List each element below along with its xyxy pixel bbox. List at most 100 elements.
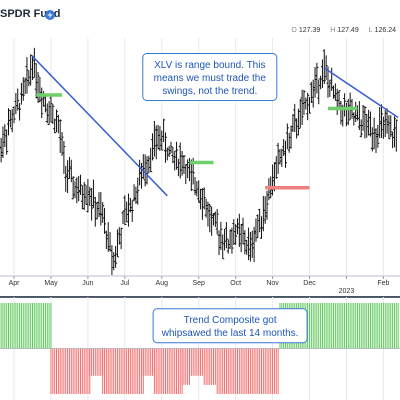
ohlc-bar-77 <box>139 162 143 189</box>
ohlc-bar-70 <box>127 193 131 227</box>
ohlc-bar-38 <box>67 156 71 179</box>
ohlc-bar-206 <box>378 106 382 139</box>
price-annotation-line-1: means we must trade the <box>154 73 267 84</box>
ohlc-bar-130 <box>237 213 241 248</box>
ohlc-bar-98 <box>178 142 182 179</box>
ohlc-bar-193 <box>354 101 358 123</box>
ohlc-bar-210 <box>385 108 389 134</box>
info-icon[interactable]: + <box>45 10 55 20</box>
ohlc-bar-180 <box>330 67 334 92</box>
ohlc-bar-49 <box>88 186 92 206</box>
indicator-annotation: Trend Composite got whipsawed the last 14… <box>152 308 308 344</box>
ohlc-bar-124 <box>226 239 230 254</box>
ohlc-bar-14 <box>23 77 27 95</box>
ohlc-bar-166 <box>304 97 308 110</box>
ohlc-bar-169 <box>309 81 313 104</box>
ohlc-bar-113 <box>206 201 210 227</box>
ohlc-bar-41 <box>73 181 77 199</box>
x-tick-label-3: Jul <box>120 280 129 287</box>
ohlc-bar-53 <box>95 201 99 220</box>
ohlc-bar-121 <box>221 234 225 260</box>
ohlc-bar-52 <box>93 196 97 227</box>
ohlc-bar-203 <box>372 117 376 150</box>
ohlc-bar-119 <box>217 230 221 256</box>
ohlc-bar-199 <box>365 114 369 138</box>
ohlc-bar-189 <box>346 98 350 126</box>
ohlc-bar-196 <box>359 119 363 138</box>
ohlc-bar-198 <box>363 106 367 139</box>
ohlc-bar-151 <box>276 142 280 174</box>
ohlc-bar-205 <box>376 124 380 148</box>
ohlc-bar-172 <box>315 62 319 94</box>
indicator-annotation-line-1: whipsawed the last 14 months. <box>161 328 299 339</box>
ohlc-bar-81 <box>147 155 151 174</box>
ohlc-bar-183 <box>335 88 339 116</box>
ohlc-bar-94 <box>171 147 175 164</box>
low-label: L <box>368 27 373 34</box>
ohlc-bar-111 <box>202 187 206 210</box>
ohlc-bar-91 <box>165 147 169 161</box>
ohlc-bar-46 <box>82 181 86 211</box>
indicator-annotation-line-0: Trend Composite got <box>184 315 277 326</box>
ohlc-bar-164 <box>300 89 304 125</box>
ohlc-bar-88 <box>160 130 164 151</box>
ohlc-bar-2 <box>1 126 5 158</box>
ohlc-bar-58 <box>104 230 108 250</box>
ohlc-bar-20 <box>34 63 38 99</box>
ohlc-bar-73 <box>132 184 136 202</box>
ohlc-bar-175 <box>320 59 324 88</box>
ohlc-bar-214 <box>392 116 396 148</box>
ohlc-bar-187 <box>343 93 347 117</box>
ohlc-bar-75 <box>136 177 140 205</box>
ohlc-bar-78 <box>141 154 145 180</box>
ohlc-bar-64 <box>115 229 119 258</box>
ohlc-bar-63 <box>114 246 118 268</box>
ohlc-bar-51 <box>91 179 95 208</box>
ohlc-bar-153 <box>280 148 284 167</box>
ohlc-bar-155 <box>284 140 288 168</box>
ohlc-bars <box>0 47 398 276</box>
ohlc-bar-144 <box>263 196 267 224</box>
ohlc-bar-99 <box>180 150 184 176</box>
ohlc-bar-48 <box>86 178 90 213</box>
ohlc-bar-26 <box>45 103 49 124</box>
ohlc-bar-115 <box>210 206 214 236</box>
price-annotation-line-0: XLV is range bound. This <box>154 60 265 71</box>
ohlc-bar-107 <box>195 181 199 197</box>
x-tick-label-2: Jun <box>82 280 93 287</box>
x-axis-band <box>0 276 400 296</box>
ohlc-bar-197 <box>361 105 365 131</box>
ohlc-bar-128 <box>234 224 238 245</box>
ohlc-bar-150 <box>274 156 278 179</box>
ohlc-bar-136 <box>248 231 252 262</box>
ohlc-bar-204 <box>374 128 378 154</box>
ohlc-bar-83 <box>151 133 155 161</box>
ohlc-bar-181 <box>332 85 336 99</box>
indicator-annotation-box <box>152 308 308 344</box>
x-axis: Apr May Jun Jul Aug Sep Oct Nov Dec 2023 Feb <box>9 276 390 295</box>
ohlc-bar-156 <box>285 123 289 150</box>
open-value: 127.39 <box>298 27 321 34</box>
ohlc-bar-138 <box>252 226 256 263</box>
ohlc-bar-84 <box>152 120 156 157</box>
ohlc-bar-56 <box>101 202 105 223</box>
ohlc-bar-179 <box>328 79 332 97</box>
ohlc-bar-195 <box>357 101 361 131</box>
ohlc-bar-129 <box>235 218 239 235</box>
ohlc-bar-207 <box>380 104 384 138</box>
ohlc-bar-140 <box>256 214 260 238</box>
ohlc-bar-29 <box>51 103 55 124</box>
ohlc-bar-132 <box>241 217 245 245</box>
ohlc-bar-59 <box>106 222 110 252</box>
trend-composite-histogram <box>0 303 399 394</box>
ohlc-bar-184 <box>337 90 341 110</box>
x-tick-label-9: 2023 <box>339 288 355 295</box>
x-tick-label-1: May <box>44 280 58 287</box>
ohlc-bar-22 <box>38 77 42 103</box>
ohlc-bar-80 <box>145 156 149 185</box>
ohlc-bar-170 <box>311 79 315 108</box>
ohlc-bar-11 <box>18 103 22 121</box>
ohlc-bar-31 <box>55 109 59 133</box>
ohlc-bar-40 <box>71 176 75 200</box>
